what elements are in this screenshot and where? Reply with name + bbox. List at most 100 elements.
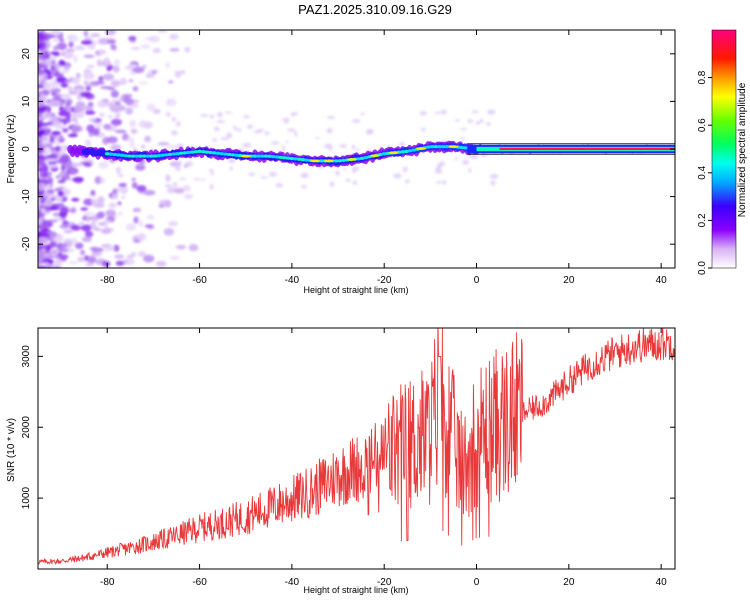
ridge-inner [337, 159, 343, 163]
noise-blob [130, 128, 138, 134]
noise-blob [88, 117, 97, 122]
y-tick-label: -10 [21, 189, 32, 204]
noise-blob [38, 43, 42, 51]
noise-blob [78, 221, 85, 227]
noise-blob [58, 110, 69, 117]
noise-blob [83, 162, 93, 167]
noise-blob [103, 123, 112, 130]
noise-blob [49, 264, 56, 268]
noise-blob [85, 93, 95, 100]
noise-blob [128, 35, 137, 42]
ridge-inner [141, 154, 147, 158]
noise-blob [212, 138, 218, 142]
ridge-inner [252, 154, 258, 158]
noise-blob [94, 176, 102, 185]
noise-blob [128, 64, 138, 69]
noise-blob [83, 212, 95, 216]
noise-blob [45, 184, 51, 190]
x-tick-label: 20 [563, 577, 575, 588]
noise-blob [59, 106, 64, 111]
noise-blob [209, 183, 214, 190]
noise-blob [58, 211, 68, 218]
noise-blob [434, 111, 441, 115]
noise-blob [93, 202, 105, 208]
noise-blob [68, 261, 79, 265]
ridge-inner [215, 151, 221, 155]
y-tick-label: -20 [21, 237, 32, 252]
noise-blob [334, 170, 341, 176]
noise-blob [117, 173, 125, 178]
ridge-inner [381, 152, 387, 156]
x-tick-label: -80 [100, 577, 115, 588]
x-tick-label: 40 [656, 577, 668, 588]
noise-blob [324, 143, 333, 149]
ridge-inner [459, 145, 465, 150]
noise-blob [57, 252, 63, 256]
noise-blob [38, 231, 42, 239]
noise-blob [125, 107, 134, 115]
noise-blob [87, 256, 97, 264]
noise-blob [85, 216, 90, 222]
noise-blob [83, 54, 95, 58]
ridge-inner [200, 150, 206, 154]
noise-blob [110, 118, 122, 126]
noise-blob [77, 256, 86, 263]
noise-blob [80, 207, 89, 211]
noise-blob [152, 47, 161, 54]
noise-blob [355, 148, 359, 152]
noise-blob [326, 115, 336, 119]
noise-blob [479, 118, 484, 123]
colorbar-tick-label: 0.4 [697, 165, 708, 179]
colorbar-tick-label: 0.8 [697, 70, 708, 84]
noise-blob [83, 30, 89, 37]
noise-blob [169, 33, 179, 40]
noise-blob [242, 142, 252, 148]
noise-blob [158, 204, 165, 208]
noise-blob [135, 163, 146, 171]
noise-blob [38, 201, 42, 206]
noise-blob [70, 224, 81, 231]
noise-blob [121, 133, 129, 141]
noise-blob [53, 203, 65, 208]
noise-blob [467, 118, 473, 124]
noise-blob [50, 30, 61, 36]
noise-blob [73, 104, 86, 113]
noise-blob [86, 64, 95, 69]
noise-blob [475, 120, 481, 125]
noise-blob [490, 180, 496, 186]
noise-blob [117, 211, 123, 216]
ridge-inner [282, 156, 287, 160]
snr-panel: -80 -60 -40 -20 0 20 40 1000 2000 3000 SNR (10 * … [6, 327, 676, 595]
noise-blob [164, 184, 172, 188]
noise-blob [183, 193, 194, 200]
spectrogram-panel: -80 -60 -40 -20 0 20 40 -20 -10 0 10 20 0.0 0.2 0.4 0.… [6, 29, 748, 295]
ridge-inner [363, 155, 369, 160]
noise-blob [131, 182, 138, 189]
noise-blob [74, 88, 83, 94]
noise-blob [342, 167, 347, 170]
noise-blob [72, 176, 84, 182]
ridge-inner [259, 154, 265, 158]
noise-blob [52, 212, 61, 217]
noise-blob [39, 80, 46, 85]
noise-blob [96, 211, 105, 219]
noise-blob [70, 118, 78, 122]
noise-blob [468, 168, 472, 173]
noise-blob [74, 242, 84, 250]
noise-blob [168, 80, 174, 84]
noise-blob [65, 98, 73, 105]
noise-blob [352, 180, 358, 186]
noise-blob [471, 154, 479, 159]
noise-blob [188, 244, 199, 252]
noise-blob [98, 49, 105, 55]
noise-blob [46, 106, 52, 113]
noise-blob [282, 117, 291, 122]
noise-blob [174, 70, 182, 78]
ridge-inner [126, 154, 132, 158]
chart-title: PAZ1.2025.310.09.16.G29 [298, 2, 452, 17]
ridge-inner [130, 154, 136, 158]
noise-blob [114, 101, 121, 106]
ridge-inner [134, 154, 140, 158]
noise-blob [38, 89, 42, 98]
noise-blob [268, 171, 278, 177]
